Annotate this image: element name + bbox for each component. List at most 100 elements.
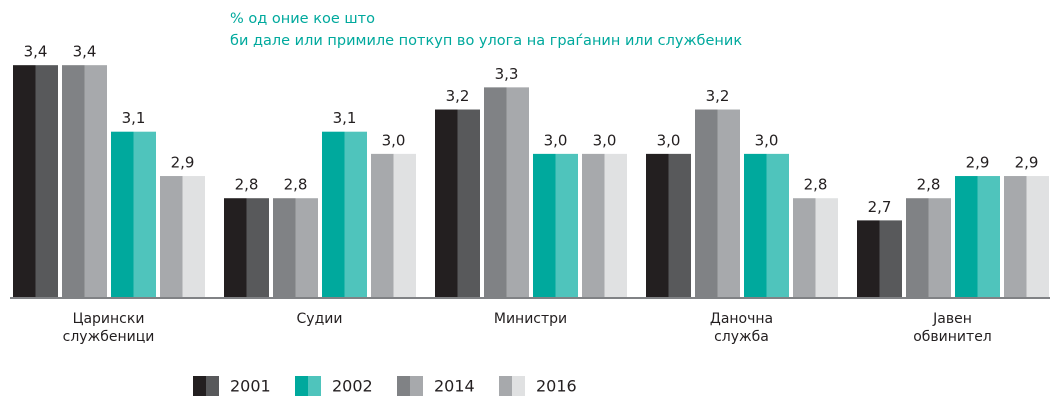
bar-half xyxy=(435,109,458,299)
bar xyxy=(435,109,480,299)
bar-half xyxy=(857,220,880,298)
bar xyxy=(62,65,107,298)
bar-half xyxy=(224,198,247,298)
bar xyxy=(695,109,740,299)
bar xyxy=(273,198,318,298)
x-tick-label: Даночна служба xyxy=(709,311,774,345)
bar-half xyxy=(111,131,134,298)
value-label: 2,8 xyxy=(804,176,828,194)
value-label: 3,0 xyxy=(755,131,779,149)
bar xyxy=(582,153,627,298)
legend-swatch xyxy=(308,376,321,396)
value-label: 3,0 xyxy=(657,131,681,149)
bar xyxy=(646,153,691,298)
bar-half xyxy=(879,220,902,298)
value-label: 2,9 xyxy=(171,154,195,172)
bar-half xyxy=(62,65,85,298)
bar xyxy=(955,176,1000,298)
value-label: 3,0 xyxy=(544,131,568,149)
bar-half xyxy=(744,153,767,298)
legend-label: 2002 xyxy=(332,377,373,396)
bar-half xyxy=(555,153,578,298)
legend-swatch xyxy=(512,376,525,396)
bar-half xyxy=(717,109,740,299)
x-tick-label: Царински службеници xyxy=(62,311,155,345)
bar-half xyxy=(668,153,691,298)
value-label: 2,8 xyxy=(917,176,941,194)
bar-half xyxy=(506,87,529,298)
legend-swatch xyxy=(295,376,308,396)
legend-label: 2016 xyxy=(536,377,577,396)
x-tick-label: Министри xyxy=(493,311,568,327)
bar-half xyxy=(533,153,556,298)
legend-swatch xyxy=(499,376,512,396)
bar-half xyxy=(246,198,269,298)
bar-half xyxy=(977,176,1000,298)
bar-half xyxy=(793,198,816,298)
bar-half xyxy=(695,109,718,299)
bar-half xyxy=(13,65,36,298)
bar-half xyxy=(955,176,978,298)
legend-swatch xyxy=(206,376,219,396)
bar-half xyxy=(604,153,627,298)
bar xyxy=(1004,176,1049,298)
bar-half xyxy=(160,176,183,298)
bar-half xyxy=(1004,176,1027,298)
chart-title: % од оние кое што би дале или примиле по… xyxy=(230,11,743,49)
bar xyxy=(906,198,951,298)
value-label: 3,4 xyxy=(24,43,48,61)
x-tick-label: Јавен обвинител xyxy=(913,311,992,345)
value-label: 3,3 xyxy=(495,65,519,83)
value-label: 3,2 xyxy=(446,87,470,105)
value-label: 3,4 xyxy=(73,43,97,61)
value-label: 3,0 xyxy=(593,131,617,149)
value-label: 3,2 xyxy=(706,87,730,105)
bar-half xyxy=(322,131,345,298)
bar-half xyxy=(182,176,205,298)
bar xyxy=(111,131,156,298)
value-label: 2,9 xyxy=(966,154,990,172)
bar xyxy=(322,131,367,298)
bar xyxy=(857,220,902,298)
bar xyxy=(160,176,205,298)
bar-half xyxy=(484,87,507,298)
x-tick-label: Судии xyxy=(296,311,343,327)
legend-label: 2001 xyxy=(230,377,271,396)
value-label: 2,7 xyxy=(868,198,892,216)
bar-half xyxy=(371,153,394,298)
legend-swatch xyxy=(410,376,423,396)
bar xyxy=(533,153,578,298)
bar-half xyxy=(582,153,605,298)
bar-half xyxy=(133,131,156,298)
value-label: 3,1 xyxy=(333,109,357,127)
bar-half xyxy=(928,198,951,298)
value-label: 2,8 xyxy=(284,176,308,194)
bar-half xyxy=(906,198,929,298)
legend-swatch xyxy=(193,376,206,396)
bar-half xyxy=(815,198,838,298)
bar-half xyxy=(344,131,367,298)
bar xyxy=(744,153,789,298)
bar-half xyxy=(646,153,669,298)
bar-half xyxy=(35,65,58,298)
bar-half xyxy=(766,153,789,298)
bar xyxy=(224,198,269,298)
bar xyxy=(484,87,529,298)
bar-half xyxy=(84,65,107,298)
bar xyxy=(793,198,838,298)
value-label: 3,1 xyxy=(122,109,146,127)
value-label: 2,9 xyxy=(1015,154,1039,172)
legend-label: 2014 xyxy=(434,377,475,396)
bar-half xyxy=(273,198,296,298)
legend-swatch xyxy=(397,376,410,396)
bar-half xyxy=(295,198,318,298)
bar-half xyxy=(457,109,480,299)
value-label: 2,8 xyxy=(235,176,259,194)
bar-half xyxy=(1026,176,1049,298)
bar xyxy=(13,65,58,298)
bar-half xyxy=(393,153,416,298)
bar xyxy=(371,153,416,298)
value-label: 3,0 xyxy=(382,131,406,149)
